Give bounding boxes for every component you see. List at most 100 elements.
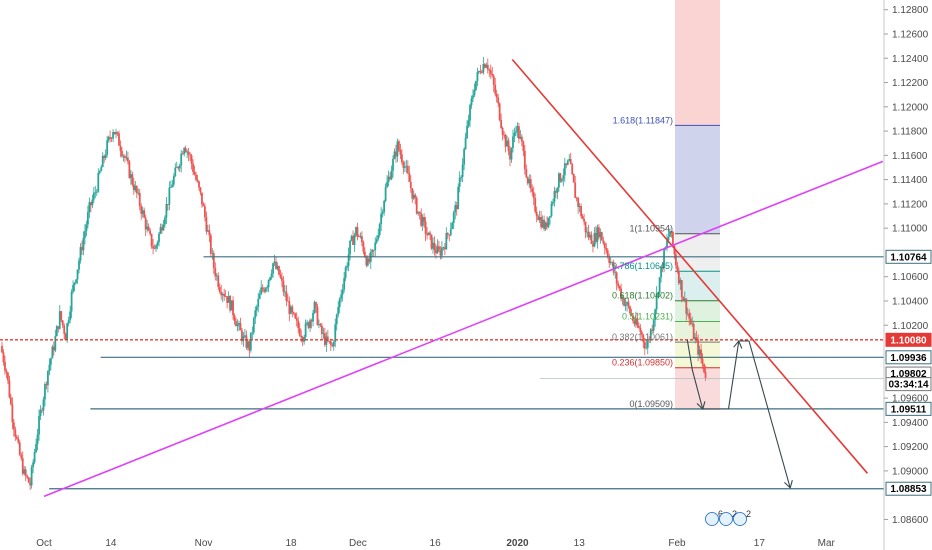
candle-body [645, 347, 648, 349]
projection-path[interactable] [686, 339, 793, 489]
candle-body [383, 200, 386, 213]
candle-body [29, 482, 32, 486]
candle-body [325, 336, 328, 345]
candle-body [639, 327, 642, 333]
candle-body [334, 324, 337, 342]
candle-body [110, 138, 113, 140]
candle-body [147, 226, 150, 231]
candle-body [20, 454, 23, 459]
candle-body [646, 339, 649, 348]
price-badge [885, 401, 932, 416]
candle-body [270, 273, 273, 278]
candle-body [195, 174, 197, 180]
candle-body [424, 221, 427, 234]
candle-body [478, 71, 480, 73]
candle-body [433, 242, 436, 251]
candle-body [322, 333, 325, 335]
x-tick-label: 2020 [506, 538, 529, 549]
candle-body [124, 155, 126, 158]
candle-body [518, 126, 520, 139]
price-axis[interactable] [884, 0, 932, 550]
candle-body [69, 311, 72, 321]
candle-body [112, 131, 114, 139]
candle-body [132, 184, 135, 191]
candle-body [362, 242, 365, 252]
candle-body [282, 280, 285, 292]
candle-body [45, 383, 48, 386]
y-tick-label: 1.12200 [892, 78, 929, 89]
candle-body [464, 138, 467, 150]
candle-body [64, 333, 67, 340]
candle-body [492, 75, 495, 85]
price-badge-label: 1.10080 [890, 335, 927, 346]
candle-body [414, 194, 417, 198]
projection-arrowhead [696, 401, 706, 411]
candle-body [288, 301, 291, 314]
candle-body [371, 249, 374, 252]
projection-polyline [686, 339, 791, 489]
price-badge-label: 1.08853 [890, 484, 927, 495]
candle-body [393, 151, 396, 159]
candle-body [310, 320, 313, 322]
candle-body [697, 339, 700, 355]
candle-body [138, 192, 141, 207]
candle-body [100, 167, 103, 172]
candle-body [272, 263, 274, 274]
candle-body [144, 217, 147, 230]
x-tick-label: 16 [430, 538, 442, 549]
candle-body [2, 352, 5, 363]
candle-body [198, 181, 200, 188]
candle-body [245, 335, 248, 348]
candle-body [455, 205, 458, 210]
candle-body [466, 125, 468, 139]
candle-body [461, 164, 464, 177]
candle-body [149, 230, 152, 234]
candle-body [211, 253, 214, 254]
candle-body [516, 126, 519, 132]
candle-body [269, 277, 271, 281]
candle-body [196, 179, 199, 182]
candle-body [316, 306, 319, 325]
candle-body [326, 336, 329, 342]
candle-body [298, 328, 301, 336]
candle-body [637, 325, 640, 328]
candle-body [449, 229, 452, 236]
fib-level-label: 1(1.10954) [629, 224, 673, 234]
candle-body [423, 216, 426, 222]
candle-body [4, 362, 6, 371]
candle-body [467, 120, 470, 126]
candle-body [452, 212, 455, 224]
candle-body [620, 288, 622, 299]
candle-body [11, 404, 14, 423]
horizontal-levels[interactable] [0, 256, 884, 490]
candle-body [435, 250, 437, 254]
candle-body [599, 232, 602, 238]
candle-body [44, 383, 46, 400]
candle-body [605, 248, 608, 251]
fib-level-label: 0(1.09509) [629, 399, 673, 409]
candle-body [236, 324, 239, 327]
candle-body [201, 192, 203, 205]
x-tick-label: 18 [285, 538, 297, 549]
candle-body [415, 197, 418, 214]
candle-body [48, 364, 51, 371]
time-axis[interactable] [0, 534, 884, 550]
x-tick-label: Feb [668, 538, 686, 549]
candle-body [361, 236, 363, 243]
candle-body [205, 217, 208, 232]
candle-body [125, 157, 128, 159]
candle-body [281, 277, 283, 281]
candle-body [349, 240, 351, 255]
candle-body [694, 337, 697, 340]
trendlines[interactable] [43, 58, 884, 498]
price-badge-label: 1.10764 [890, 252, 927, 263]
candle-body [540, 216, 543, 228]
candle-body [243, 335, 246, 337]
candle-body [217, 275, 220, 288]
fib-level-label: 0.786(1.10645) [612, 261, 673, 271]
candle-body [279, 274, 282, 278]
candle-body [162, 224, 165, 231]
y-tick-label: 1.10200 [892, 321, 929, 332]
